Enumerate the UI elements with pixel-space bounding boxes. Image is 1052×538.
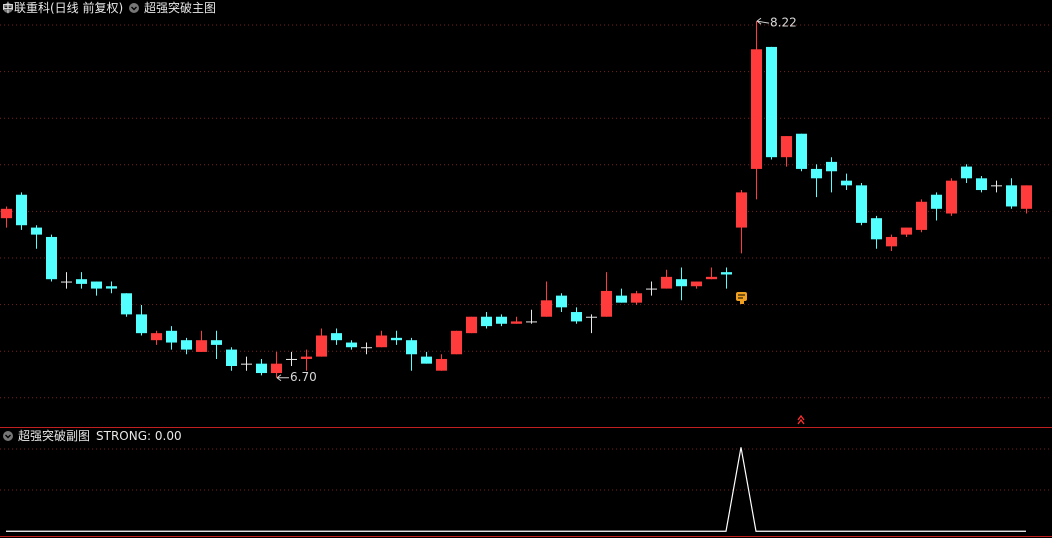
candle-body xyxy=(76,279,87,284)
candle-body xyxy=(556,295,567,308)
candle-body xyxy=(676,279,687,287)
main-title: 中联重科(日线 前复权) xyxy=(2,0,123,15)
sub-collapse-icon[interactable] xyxy=(3,431,13,441)
candle-body xyxy=(211,340,222,345)
candle-body xyxy=(316,335,327,357)
candle-body xyxy=(226,349,237,366)
collapse-icon[interactable] xyxy=(3,3,13,13)
indicator-icon[interactable] xyxy=(129,3,139,13)
candle-body xyxy=(736,192,747,228)
candle-body xyxy=(976,178,987,191)
candle-body xyxy=(691,281,702,287)
candle-body xyxy=(91,281,102,289)
signal-icon xyxy=(736,292,747,304)
candle-body xyxy=(61,281,72,283)
candle-body xyxy=(811,168,822,179)
candle-body xyxy=(781,136,792,158)
candle-body xyxy=(346,342,357,348)
annotation-label: 8.22 xyxy=(770,16,797,30)
candle-body xyxy=(421,356,432,364)
main-indicator: 超强突破主图 xyxy=(144,0,216,15)
candle-body xyxy=(271,363,282,374)
candle-body xyxy=(766,46,777,158)
candle-body xyxy=(136,314,147,334)
candle-body xyxy=(601,290,612,317)
candle-body xyxy=(451,330,462,355)
candle-body xyxy=(751,49,762,169)
collapse-chevron xyxy=(5,6,11,11)
candle-body xyxy=(841,180,852,186)
candle-body xyxy=(406,340,417,355)
candle-body xyxy=(181,340,192,350)
candle-body xyxy=(391,337,402,341)
sub-legend: STRONG: 0.00 xyxy=(96,429,182,443)
candle-body xyxy=(301,356,312,359)
candle-body xyxy=(166,330,177,343)
candle-body xyxy=(436,358,447,371)
candle-body xyxy=(511,321,522,324)
candle-body xyxy=(466,316,477,334)
candle-body xyxy=(121,293,132,315)
candle-body xyxy=(946,180,957,214)
candle-body xyxy=(376,335,387,348)
candle-body xyxy=(241,363,252,365)
candle-body xyxy=(361,347,372,349)
candle-body xyxy=(856,185,867,223)
candle-body xyxy=(931,194,942,209)
candle-body xyxy=(571,312,582,322)
candle-body xyxy=(46,236,57,280)
candle-body xyxy=(16,194,27,226)
candle-body xyxy=(871,218,882,240)
candle-body xyxy=(631,293,642,303)
candle-body xyxy=(826,161,837,172)
candle-body xyxy=(586,316,597,318)
candle-body xyxy=(706,276,717,280)
sub-title: 超强突破副图 xyxy=(18,428,90,443)
candle-body xyxy=(721,272,732,275)
sub-collapse-chevron xyxy=(5,434,11,439)
indicator-chevron xyxy=(131,6,137,11)
candle-body xyxy=(646,288,657,290)
candle-body xyxy=(961,166,972,179)
candle-body xyxy=(526,321,537,323)
candle-body xyxy=(31,227,42,235)
annotation-arrow xyxy=(276,374,289,382)
signal-marker xyxy=(797,414,805,425)
annotation-label: 6.70 xyxy=(290,370,317,384)
candle-body xyxy=(541,300,552,317)
indicator-line xyxy=(6,447,1026,532)
candle-body xyxy=(151,333,162,341)
candle-body xyxy=(991,185,1002,187)
candle-body xyxy=(1,208,12,219)
candle-body xyxy=(1006,185,1017,207)
candle-body xyxy=(331,333,342,341)
candle-body xyxy=(256,363,267,374)
candle-body xyxy=(106,286,117,289)
main-grid xyxy=(0,24,1052,399)
annotation-arrow xyxy=(756,17,770,25)
candle-body xyxy=(661,276,672,289)
candle-body xyxy=(496,316,507,324)
candle-body xyxy=(916,201,927,230)
candle-body xyxy=(286,358,297,360)
candle-body xyxy=(901,227,912,235)
candle-body xyxy=(886,236,897,247)
candle-body xyxy=(796,133,807,169)
candle-body xyxy=(616,295,627,303)
candle-body xyxy=(1021,185,1032,209)
candle-body xyxy=(481,316,492,327)
candle-body xyxy=(196,340,207,352)
